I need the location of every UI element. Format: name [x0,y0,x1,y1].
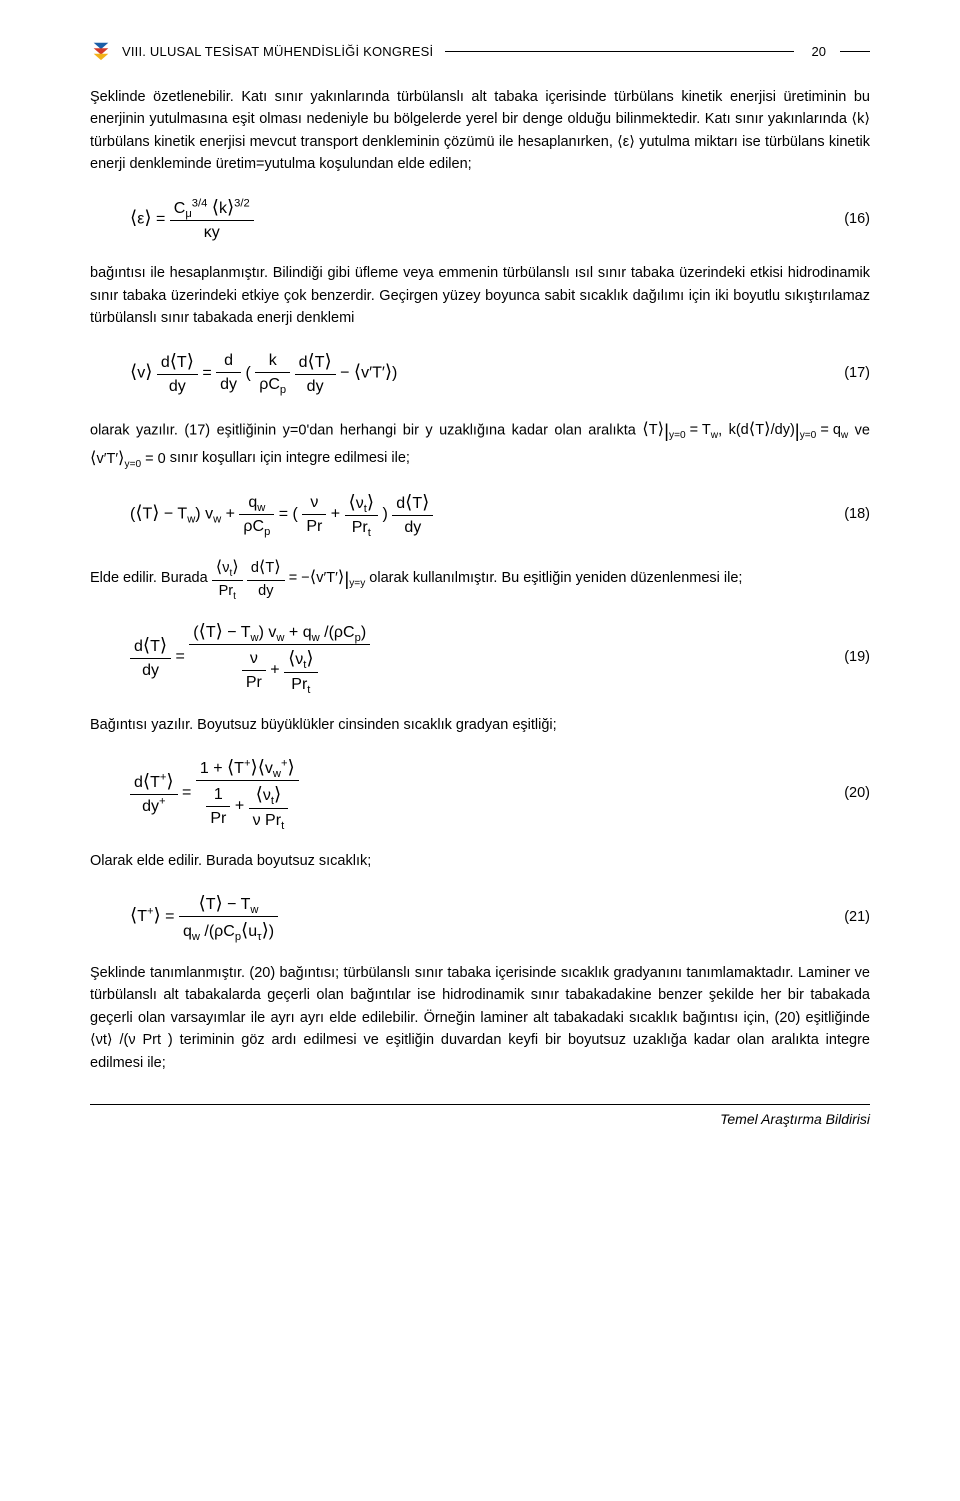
p4-text-a: Elde edilir. Burada [90,571,212,587]
paragraph-7: Şeklinde tanımlanmıştır. (20) bağıntısı;… [90,962,870,1074]
eq-number: (17) [810,365,870,381]
page-header: VIII. ULUSAL TESİSAT MÜHENDİSLİĞİ KONGRE… [90,40,870,62]
footer-rule [90,1104,870,1105]
paragraph-2: bağıntısı ile hesaplanmıştır. Bilindiği … [90,262,870,329]
page-number: 20 [806,44,832,59]
paragraph-4: Elde edilir. Burada ⟨νt⟩ Prt d⟨T⟩ dy = −… [90,557,870,600]
header-rule [445,51,793,52]
inline-eq-4: ⟨νt⟩ Prt d⟨T⟩ dy = −⟨v′T′⟩|y=y [212,557,366,600]
paragraph-6: Olarak elde edilir. Burada boyutsuz sıca… [90,850,870,872]
eq-number: (19) [810,649,870,665]
equation-21: ⟨T+⟩ = ⟨T⟩ − Tw qw /(ρCp⟨uτ⟩) (21) [130,892,870,941]
p3-text-d: sınır koşulları için integre edilmesi il… [170,450,410,466]
paragraph-5: Bağıntısı yazılır. Boyutsuz büyüklükler … [90,714,870,736]
equation-17: ⟨v⟩ d⟨T⟩ dy = d dy ( k ρCp d⟨T⟩ dy − ⟨v′… [130,350,870,396]
equation-19: d⟨T⟩ dy = (⟨T⟩ − Tw) vw + qw /(ρCp) ν Pr… [130,620,870,694]
p3-text-a: olarak yazılır. (17) eşitliğinin y=0'dan… [90,422,642,438]
p3-text-c: ve [855,422,870,438]
paragraph-1: Şeklinde özetlenebilir. Katı sınır yakın… [90,86,870,176]
header-rule-right [840,51,870,52]
eq-number: (20) [810,785,870,801]
equation-20: d⟨T+⟩ dy+ = 1 + ⟨T+⟩⟨vw+⟩ 1 Pr + ⟨νt⟩ ν … [130,756,870,830]
eq-number: (16) [810,211,870,227]
footer-text: Temel Araştırma Bildirisi [90,1111,870,1127]
eq-number: (18) [810,506,870,522]
inline-cond-3: ⟨v′T′⟩y=0 = 0 [90,445,166,471]
congress-logo-icon [90,40,112,62]
p4-text-b: olarak kullanılmıştır. Bu eşitliğin yeni… [369,571,742,587]
eq-number: (21) [810,909,870,925]
inline-cond-2: k(d⟨T⟩/dy)|y=0 = qw [729,416,849,445]
equation-16: ⟨ε⟩ = Cμ3/4 ⟨k⟩3/2 κy (16) [130,196,870,242]
equation-18: (⟨T⟩ − Tw) vw + qw ρCp = ( ν Pr + ⟨νt⟩ P… [130,491,870,537]
header-title: VIII. ULUSAL TESİSAT MÜHENDİSLİĞİ KONGRE… [122,44,433,59]
paragraph-3: olarak yazılır. (17) eşitliğinin y=0'dan… [90,416,870,471]
p3-text-b: , [718,422,729,438]
inline-cond-1: ⟨T⟩|y=0 = Tw [642,416,718,445]
